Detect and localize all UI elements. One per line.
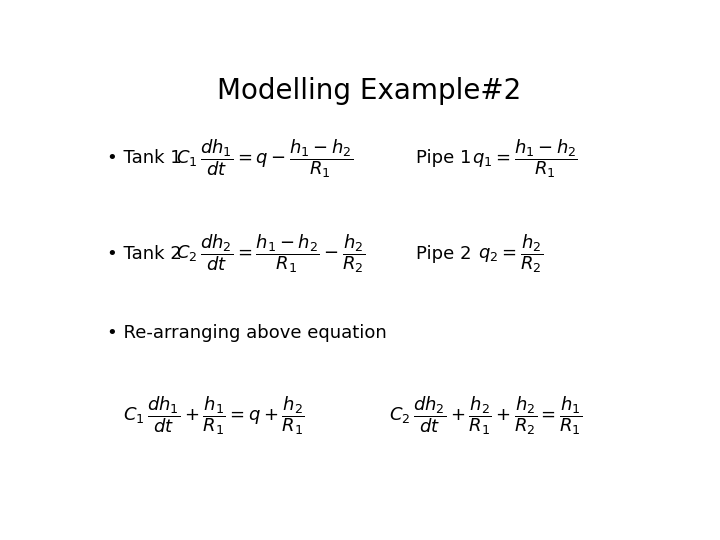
- Text: $q_2 = \dfrac{h_2}{R_2}$: $q_2 = \dfrac{h_2}{R_2}$: [478, 233, 543, 275]
- Text: • Tank 1: • Tank 1: [107, 150, 181, 167]
- Text: $q_1 = \dfrac{h_1 - h_2}{R_1}$: $q_1 = \dfrac{h_1 - h_2}{R_1}$: [472, 137, 578, 180]
- Text: Pipe 2: Pipe 2: [416, 245, 472, 263]
- Text: Pipe 1: Pipe 1: [416, 150, 472, 167]
- Text: Modelling Example#2: Modelling Example#2: [217, 77, 521, 105]
- Text: • Re-arranging above equation: • Re-arranging above equation: [107, 324, 387, 342]
- Text: • Tank 2: • Tank 2: [107, 245, 181, 263]
- Text: $C_1\,\dfrac{dh_1}{dt} + \dfrac{h_1}{R_1} = q + \dfrac{h_2}{R_1}$: $C_1\,\dfrac{dh_1}{dt} + \dfrac{h_1}{R_1…: [124, 395, 305, 437]
- Text: $C_2\,\dfrac{dh_2}{dt} + \dfrac{h_2}{R_1} + \dfrac{h_2}{R_2} = \dfrac{h_1}{R_1}$: $C_2\,\dfrac{dh_2}{dt} + \dfrac{h_2}{R_1…: [389, 395, 582, 437]
- Text: $C_1\,\dfrac{dh_1}{dt} = q - \dfrac{h_1 - h_2}{R_1}$: $C_1\,\dfrac{dh_1}{dt} = q - \dfrac{h_1 …: [176, 137, 354, 180]
- Text: $C_2\,\dfrac{dh_2}{dt} = \dfrac{h_1 - h_2}{R_1} - \dfrac{h_2}{R_2}$: $C_2\,\dfrac{dh_2}{dt} = \dfrac{h_1 - h_…: [176, 233, 366, 275]
